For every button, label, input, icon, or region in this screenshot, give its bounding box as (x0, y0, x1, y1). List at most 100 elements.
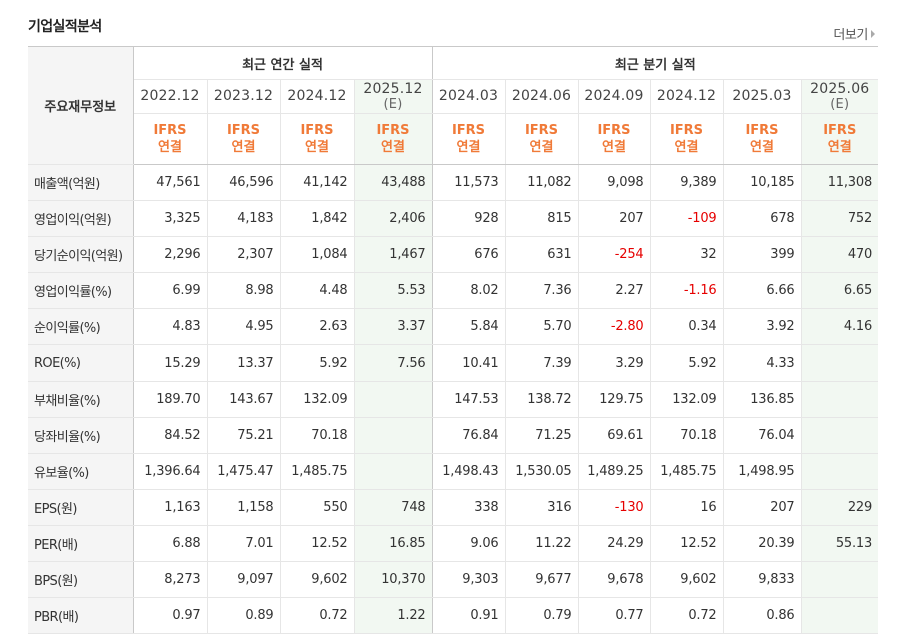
table-cell: 0.77 (577, 597, 651, 635)
period-header: 2024.12 (279, 79, 355, 114)
table-cell: 12.52 (649, 524, 724, 563)
estimate-marker: (E) (383, 96, 403, 112)
period-header: 2024.03 (431, 79, 506, 114)
table-cell: 229 (800, 488, 879, 526)
table-cell: 2,296 (132, 236, 208, 274)
financial-table: 주요재무정보 최근 연간 실적 최근 분기 실적 2022.12 2023.12 2… (28, 46, 879, 635)
annual-header: 최근 연간 실적 (132, 46, 433, 80)
table-cell: 338 (431, 488, 506, 526)
estimate-marker: (E) (830, 96, 850, 112)
table-cell: 1,498.43 (431, 452, 506, 490)
more-link[interactable]: 더보기 (833, 24, 875, 43)
table-cell: 129.75 (577, 380, 651, 418)
period-header: 2025.12 (E) (353, 79, 433, 114)
standard-consolidated: 연결 (158, 140, 182, 155)
standard-consolidated: 연결 (305, 140, 329, 155)
period-label: 2024.06 (511, 88, 572, 104)
table-cell: 0.79 (504, 597, 579, 635)
table-cell: 0.34 (649, 308, 724, 346)
table-cell: 9,833 (722, 561, 802, 599)
table-cell: 24.29 (577, 524, 651, 563)
table-cell: 0.72 (649, 597, 724, 635)
standard-consolidated: 연결 (529, 140, 554, 155)
table-cell: 4.16 (800, 308, 879, 346)
table-cell: 748 (353, 488, 433, 526)
table-row: PER(배) 6.88 7.01 12.52 16.85 9.06 11.22 24.29 12… (28, 524, 879, 563)
table-cell (800, 380, 879, 418)
table-cell: 1,163 (132, 488, 208, 526)
period-header: 2022.12 (133, 79, 208, 114)
table-cell: 470 (800, 236, 879, 274)
table-cell: 8.98 (206, 272, 281, 310)
table-cell: 76.84 (431, 416, 506, 454)
row-label: 유보율(%) (28, 452, 134, 490)
table-cell: 47,561 (132, 163, 208, 202)
standard-ifrs: IFRS (669, 123, 704, 138)
table-cell: -2.80 (577, 308, 651, 346)
table-cell: 1,489.25 (577, 452, 651, 490)
period-header: 2024.06 (504, 79, 579, 114)
standard-ifrs: IFRS (745, 123, 779, 138)
table-cell: 9,602 (279, 561, 355, 599)
standard-ifrs: IFRS (376, 123, 410, 138)
table-cell: 1,842 (279, 200, 355, 238)
table-cell: 2,406 (353, 200, 433, 238)
table-cell: 3.29 (577, 344, 651, 382)
table-cell: 0.89 (206, 597, 281, 635)
table-cell: 7.56 (353, 344, 433, 382)
table-cell: 8.02 (431, 272, 506, 310)
table-cell: 928 (431, 200, 506, 238)
table-cell: 46,596 (206, 163, 281, 202)
table-row: 순이익률(%) 4.83 4.95 2.63 3.37 5.84 5.70 -2.80 0.34… (28, 308, 879, 346)
table-cell: 84.52 (132, 416, 208, 454)
table-row: ROE(%) 15.29 13.37 5.92 7.56 10.41 7.39 3.29 5.9… (28, 344, 879, 382)
table-row: 매출액(억원) 47,561 46,596 41,142 43,488 11,573 11,… (28, 163, 879, 202)
table-cell: 0.72 (279, 597, 355, 635)
standard-consolidated: 연결 (602, 140, 626, 155)
table-cell: 550 (279, 488, 355, 526)
table-cell: 71.25 (504, 416, 579, 454)
period-label: 2022.12 (140, 88, 200, 104)
row-label: 당좌비율(%) (28, 416, 134, 454)
standard-ifrs: IFRS (153, 123, 187, 138)
table-cell (800, 561, 879, 599)
table-cell: 2,307 (206, 236, 281, 274)
quarter-header: 최근 분기 실적 (431, 46, 879, 80)
table-cell: 0.97 (132, 597, 208, 635)
table-cell: 32 (649, 236, 724, 274)
table-cell: 43,488 (353, 163, 433, 202)
table-cell (353, 416, 433, 454)
table-cell: 7.39 (504, 344, 579, 382)
table-cell: 189.70 (132, 380, 208, 418)
table-cell (800, 452, 879, 490)
row-label: 당기순이익(억원) (28, 236, 134, 274)
standard-consolidated: 연결 (827, 140, 852, 155)
period-label: 2024.03 (438, 88, 499, 104)
table-cell: 6.65 (800, 272, 879, 310)
period-header: 2025.06 (E) (800, 79, 879, 114)
table-cell: 4.83 (132, 308, 208, 346)
table-cell: 4.95 (206, 308, 281, 346)
period-label: 2024.12 (656, 88, 717, 104)
table-cell: 3.92 (722, 308, 802, 346)
table-cell (353, 380, 433, 418)
table-row: 당좌비율(%) 84.52 75.21 70.18 76.84 71.25 69.61 70.… (28, 416, 879, 454)
table-cell: 13.37 (206, 344, 281, 382)
table-cell: 676 (431, 236, 506, 274)
table-cell: 1,475.47 (206, 452, 281, 490)
table-cell: 399 (722, 236, 802, 274)
table-row: 유보율(%) 1,396.64 1,475.47 1,485.75 1,498.43 1,… (28, 452, 879, 490)
period-header: 2024.09 (577, 79, 651, 114)
accounting-standard: IFRS 연결 (504, 113, 579, 165)
table-cell: 9,389 (649, 163, 724, 202)
accounting-standard: IFRS 연결 (279, 113, 355, 165)
table-cell: 16 (649, 488, 724, 526)
table-cell: 1,084 (279, 236, 355, 274)
table-cell: 1.22 (353, 597, 433, 635)
table-cell: 1,485.75 (649, 452, 724, 490)
period-label: 2024.12 (287, 88, 347, 104)
period-label: 2025.12 (363, 80, 423, 97)
table-cell: 11,308 (800, 163, 879, 202)
table-cell: 5.84 (431, 308, 506, 346)
table-row: 영업이익(억원) 3,325 4,183 1,842 2,406 928 815 207 -10… (28, 200, 879, 238)
